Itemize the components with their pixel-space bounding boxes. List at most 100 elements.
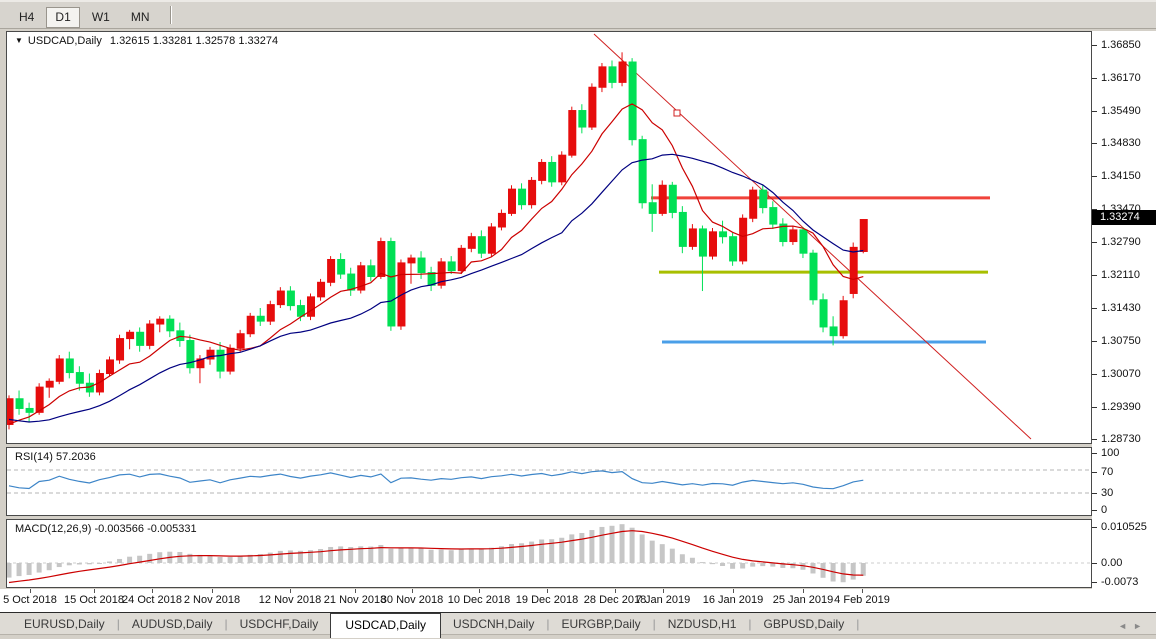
axis-tick — [1092, 510, 1097, 511]
trendline-handle[interactable] — [673, 109, 681, 117]
macd-bar — [107, 561, 112, 563]
candle-body — [106, 359, 114, 375]
candle-body — [719, 231, 728, 238]
candle-body — [678, 211, 687, 247]
axis-tick — [1092, 209, 1097, 210]
macd-bar — [468, 548, 474, 563]
date-axis-label: 4 Feb 2019 — [834, 594, 890, 606]
main-chart-panel[interactable]: ▼ USDCAD,Daily 1.32615 1.33281 1.32578 1.3… — [6, 31, 1092, 444]
macd-bar — [509, 543, 514, 563]
candle-body — [357, 265, 366, 291]
date-axis-label: 25 Jan 2019 — [772, 594, 834, 606]
rsi-label: RSI(14) 57.2036 — [15, 451, 96, 463]
macd-bar — [418, 548, 424, 563]
macd-bar — [297, 550, 303, 563]
candle-body — [518, 188, 527, 206]
macd-bar — [237, 556, 243, 563]
tab-nzdusd-h1[interactable]: NZDUSD,H1 — [667, 617, 737, 631]
candle-body — [317, 281, 326, 298]
macd-bar — [257, 554, 263, 563]
candle-body — [618, 61, 627, 83]
macd-bar — [328, 546, 334, 563]
candle-body — [779, 223, 788, 243]
candle-body — [45, 380, 54, 388]
rsi-axis-label: 70 — [1101, 466, 1114, 478]
candle-body — [688, 228, 697, 247]
price-axis-label: 1.32110 — [1101, 269, 1140, 281]
date-axis-label: 19 Dec 2018 — [515, 594, 579, 606]
candle-body — [156, 318, 165, 325]
candle-body — [116, 338, 125, 361]
candle-body — [598, 66, 607, 88]
macd-bar — [619, 524, 625, 563]
macd-bar — [599, 526, 605, 563]
macd-axis-label: 0.00 — [1101, 557, 1123, 569]
tab-usdcad-daily[interactable]: USDCAD,Daily — [330, 613, 441, 638]
macd-bar — [730, 563, 736, 569]
symbol-dropdown-icon[interactable]: ▼ — [15, 36, 23, 45]
tab-scroll-right-icon[interactable]: ► — [1133, 621, 1148, 631]
toolbar-separator — [169, 6, 172, 24]
macd-panel[interactable]: MACD(12,26,9) -0.003566 -0.005331 — [6, 519, 1092, 588]
macd-bar — [679, 554, 685, 563]
date-axis-label: 10 Dec 2018 — [447, 594, 511, 606]
tab-eurgbp-daily[interactable]: EURGBP,Daily — [561, 617, 641, 631]
tab-usdcnh-daily[interactable]: USDCNH,Daily — [453, 617, 535, 631]
macd-bar — [579, 533, 585, 563]
candle-body — [849, 246, 858, 294]
tab-scroll-left-icon[interactable]: ◄ — [1118, 621, 1134, 631]
macd-axis-label: 0.010525 — [1101, 521, 1147, 533]
tab-separator: | — [116, 617, 120, 631]
date-tick — [615, 589, 616, 593]
candle-body — [166, 318, 175, 332]
candle-body — [749, 189, 758, 219]
axis-tick — [1092, 78, 1097, 79]
macd-bar — [820, 563, 826, 578]
macd-bar — [398, 548, 404, 563]
date-tick — [152, 589, 153, 593]
date-tick — [862, 589, 863, 593]
macd-bar — [16, 563, 22, 577]
macd-bar — [428, 549, 434, 563]
macd-bar — [519, 543, 525, 563]
macd-bar — [207, 555, 213, 563]
date-axis-label: 12 Nov 2018 — [258, 594, 322, 606]
tab-usdchf-daily[interactable]: USDCHF,Daily — [239, 617, 319, 631]
macd-bar — [227, 557, 233, 563]
candle-body — [568, 110, 577, 156]
tab-scroll-arrows[interactable]: ◄► — [1118, 621, 1148, 631]
candle-body — [256, 315, 265, 322]
macd-bar — [137, 555, 143, 563]
candle-body — [7, 398, 14, 425]
candle-body — [558, 154, 567, 183]
timeframe-button-mn[interactable]: MN — [130, 10, 150, 24]
tab-eurusd-daily[interactable]: EURUSD,Daily — [24, 617, 105, 631]
macd-bar — [790, 563, 796, 569]
axis-tick — [1092, 453, 1097, 454]
rsi-canvas[interactable] — [7, 448, 1091, 515]
rsi-panel[interactable]: RSI(14) 57.2036 — [6, 447, 1092, 516]
tab-gbpusd-daily[interactable]: GBPUSD,Daily — [763, 617, 845, 631]
date-tick — [94, 589, 95, 593]
tab-audusd-daily[interactable]: AUDUSD,Daily — [131, 617, 213, 631]
date-tick — [733, 589, 734, 593]
candle-body — [799, 229, 808, 254]
timeframe-button-h4[interactable]: H4 — [19, 10, 35, 24]
candle-body — [236, 333, 245, 349]
date-tick — [803, 589, 804, 593]
trendline[interactable] — [593, 33, 1032, 440]
date-tick — [663, 589, 664, 593]
macd-bar — [56, 563, 62, 568]
macd-canvas[interactable] — [7, 520, 1091, 587]
macd-bar — [609, 525, 615, 563]
main-chart-canvas[interactable] — [7, 32, 1091, 443]
axis-tick — [1092, 341, 1097, 342]
macd-bar — [408, 547, 414, 563]
timeframe-button-d1[interactable]: D1 — [46, 7, 80, 28]
axis-tick — [1092, 308, 1097, 309]
date-tick — [212, 589, 213, 593]
macd-bar — [559, 537, 565, 563]
macd-bar — [529, 541, 535, 563]
axis-tick — [1092, 143, 1097, 144]
timeframe-button-w1[interactable]: W1 — [91, 10, 110, 24]
